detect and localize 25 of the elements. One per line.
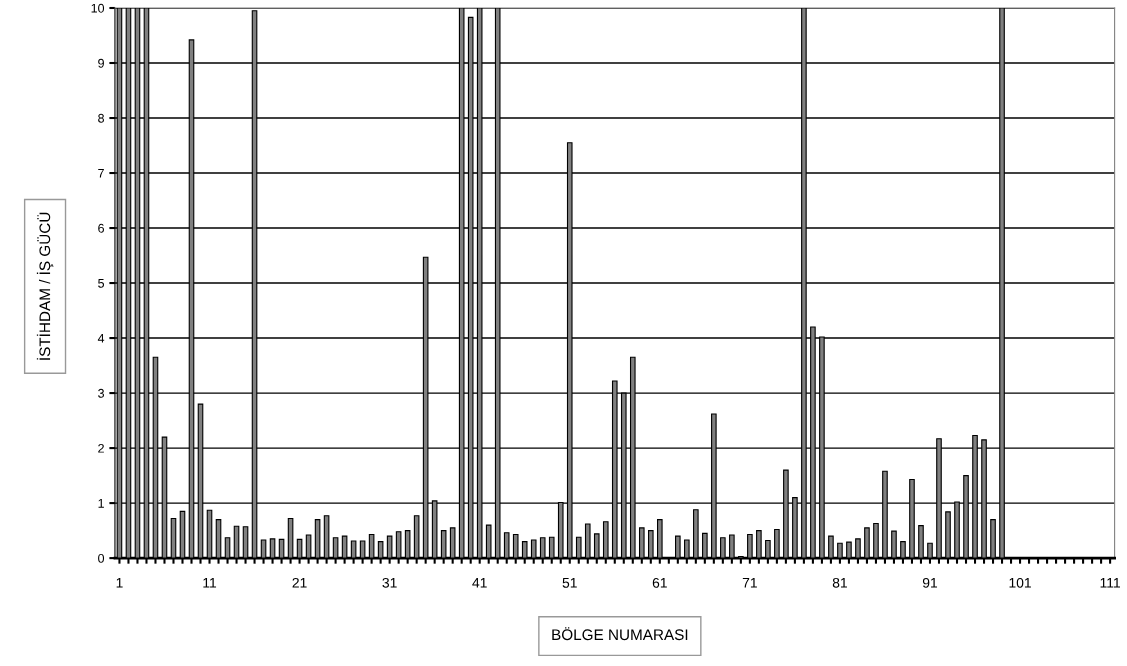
x-tick-label: 101 xyxy=(1009,577,1031,588)
x-tick-label: 21 xyxy=(292,577,307,588)
y-tick-label: 7 xyxy=(98,168,104,178)
y-tick-label: 5 xyxy=(98,278,105,288)
y-tick-label: 4 xyxy=(97,333,105,343)
x-tick-label: 41 xyxy=(472,578,487,588)
x-tick-label: 111 xyxy=(1100,578,1120,588)
y-tick-label: 6 xyxy=(98,223,104,233)
y-tick-label: 1 xyxy=(98,499,104,508)
y-tick-label: 0 xyxy=(98,553,105,563)
x-tick-label: 91 xyxy=(922,577,938,588)
x-tick-label: 71 xyxy=(742,578,757,588)
y-tick-label: 8 xyxy=(98,113,104,123)
x-axis-title: BÖLGE NUMARASI xyxy=(552,627,688,641)
x-tick-label: 31 xyxy=(382,577,397,588)
y-tick-label: 3 xyxy=(98,388,104,398)
x-tick-label: 1 xyxy=(116,578,123,588)
y-tick-label: 9 xyxy=(98,58,104,68)
y-axis-title: İSTİHDAM / İŞ GÜCÜ xyxy=(36,212,54,360)
x-tick-label: 61 xyxy=(652,577,667,588)
x-tick-label: 11 xyxy=(203,578,217,588)
y-tick-label: 2 xyxy=(98,443,104,453)
x-tick-label: 51 xyxy=(562,578,577,588)
x-tick-label: 81 xyxy=(832,577,847,588)
y-tick-label: 10 xyxy=(91,3,105,13)
